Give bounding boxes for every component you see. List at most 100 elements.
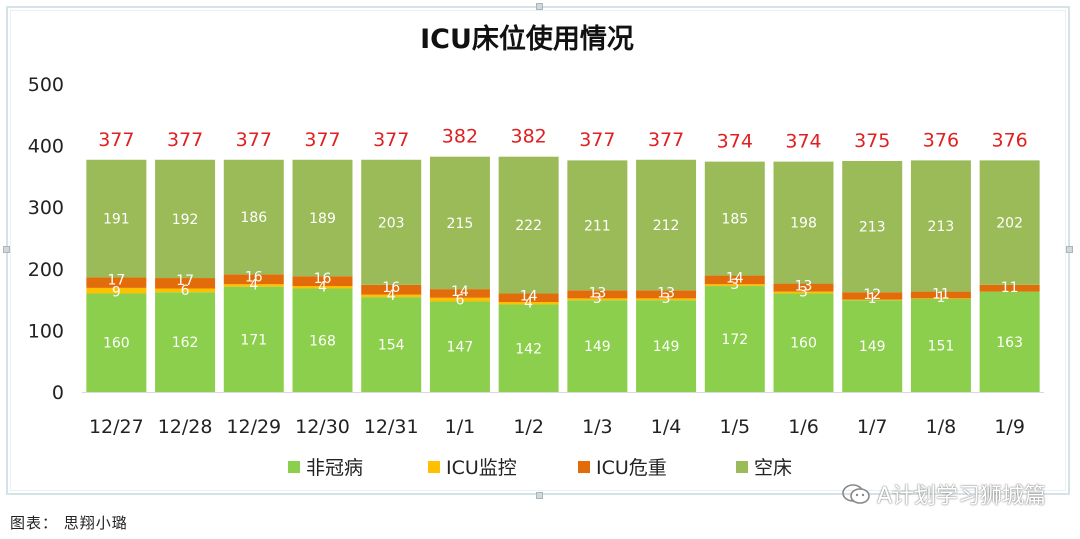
bar-segment [842, 161, 903, 293]
resize-handle-top[interactable] [536, 3, 543, 10]
total-label: 376 [923, 129, 959, 151]
data-label: 1 [868, 291, 877, 307]
bar-segment [86, 293, 147, 392]
bar-segment [704, 284, 765, 287]
resize-handle-bottom[interactable] [536, 492, 543, 499]
bars-group: 1609171913771626171923771714161863771684… [86, 126, 1040, 392]
legend-label: 空床 [754, 457, 792, 479]
bar-segment [223, 284, 284, 287]
resize-handle-right[interactable] [1066, 246, 1073, 253]
x-tick-label: 1/1 [445, 416, 476, 438]
y-tick-label: 100 [28, 320, 64, 342]
bar-segment [498, 293, 559, 303]
data-label: 17 [176, 273, 194, 289]
total-label: 377 [98, 129, 134, 151]
legend-item[interactable]: 空床 [736, 457, 792, 479]
data-label: 3 [662, 291, 671, 307]
data-label: 203 [378, 215, 405, 231]
bar-segment [704, 275, 765, 285]
bar-segment [567, 298, 628, 301]
total-label: 377 [236, 129, 272, 151]
data-label: 9 [112, 284, 121, 300]
bar-segment [704, 161, 765, 276]
bar-segment [498, 304, 559, 392]
figure-caption: 图表： 思翔小璐 [10, 514, 128, 532]
bar-segment [979, 160, 1040, 285]
data-label: 12 [863, 287, 881, 303]
y-tick-label: 400 [28, 136, 64, 158]
bar-segment [361, 297, 422, 392]
legend-label: ICU危重 [596, 457, 667, 479]
data-label: 168 [309, 333, 336, 349]
data-label: 14 [726, 271, 744, 287]
total-label: 377 [167, 129, 203, 151]
data-label: 16 [314, 271, 332, 287]
bar-segment [361, 159, 422, 285]
data-label: 213 [859, 220, 886, 236]
data-label: 16 [245, 269, 263, 285]
data-label: 202 [996, 216, 1023, 232]
resize-handle-left[interactable] [3, 246, 10, 253]
bar-stack: 149 112 213 375 [842, 130, 903, 392]
chart-title: ICU床位使用情况 [420, 23, 634, 55]
data-label: 142 [515, 341, 542, 357]
bar-segment [842, 292, 903, 300]
bar-stack: 160 917 191 377 [86, 129, 147, 392]
total-label: 374 [785, 131, 821, 153]
total-label: 377 [304, 129, 340, 151]
bar-segment [155, 278, 216, 289]
x-tick-label: 1/4 [651, 416, 682, 438]
bar-stack: 172 314 185 374 [704, 131, 765, 392]
data-label: 222 [515, 218, 542, 234]
data-label: 185 [721, 212, 748, 228]
bar-segment [223, 159, 284, 275]
bar-segment [429, 301, 490, 392]
bar-stack: 162 617 192 377 [155, 129, 216, 392]
bar-stack: 147 614 215 382 [429, 126, 490, 392]
data-label: 162 [172, 335, 199, 351]
bar-segment [567, 290, 628, 299]
bar-stack: 160 313 198 374 [773, 131, 834, 392]
total-label: 377 [579, 129, 615, 151]
bar-stack: 149 313 212 377 [636, 129, 697, 392]
data-label: 3 [799, 284, 808, 300]
y-tick-label: 300 [28, 197, 64, 219]
data-label: 6 [455, 292, 464, 308]
bar-segment [155, 292, 216, 392]
legend-item[interactable]: 非冠病 [288, 457, 363, 479]
data-label: 212 [653, 218, 680, 234]
bar-segment [292, 286, 353, 289]
bar-segment [429, 156, 490, 290]
data-label: 11 [1001, 280, 1019, 296]
data-label: 149 [584, 339, 611, 355]
bar-stack: 171 416 186 377 [223, 129, 284, 392]
bar-segment [567, 160, 628, 291]
bar-stack: 168 416 189 377 [292, 129, 353, 392]
legend-swatch [736, 461, 748, 473]
data-label: 192 [172, 212, 199, 228]
legend-swatch [578, 461, 590, 473]
data-label: 6 [181, 283, 190, 299]
bar-segment [910, 291, 971, 299]
legend-swatch [428, 461, 440, 473]
data-label: 213 [928, 219, 955, 235]
bar-segment [910, 298, 971, 299]
bar-segment [155, 288, 216, 293]
bar-segment [979, 284, 1040, 292]
x-tick-label: 1/6 [788, 416, 819, 438]
bar-segment [429, 297, 490, 302]
data-label: 149 [859, 339, 886, 355]
data-label: 1 [936, 290, 945, 306]
data-label: 11 [932, 287, 950, 303]
legend-item[interactable]: ICU危重 [578, 457, 667, 479]
legend-item[interactable]: ICU监控 [428, 457, 517, 479]
total-label: 377 [373, 129, 409, 151]
bar-segment [292, 159, 353, 277]
y-axis: 0 100 200 300 400 500 [28, 74, 1044, 404]
x-tick-label: 12/28 [158, 416, 213, 438]
data-label: 151 [928, 338, 955, 354]
data-label: 172 [721, 332, 748, 348]
bar-segment [704, 286, 765, 392]
data-label: 16 [382, 280, 400, 296]
data-label: 160 [790, 336, 817, 352]
